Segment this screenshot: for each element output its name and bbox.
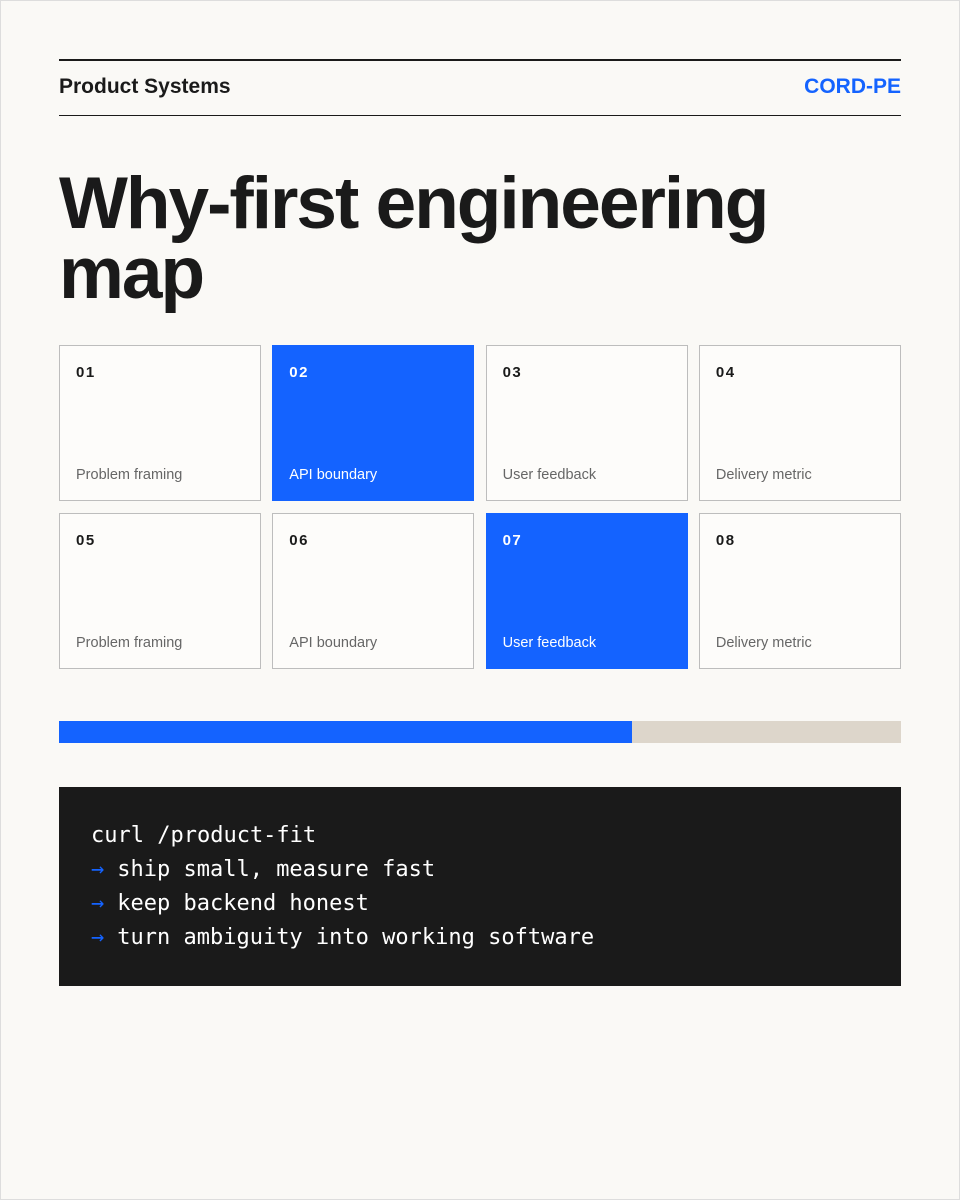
code-block: curl /product-fit → ship small, measure f… <box>59 787 901 986</box>
tile: 01 Problem framing <box>59 345 261 501</box>
progress-bar <box>59 721 901 743</box>
tile-number: 03 <box>502 364 523 381</box>
code-bullet: → <box>91 857 105 882</box>
tile: 04 Delivery metric <box>698 345 901 501</box>
tile: 03 User feedback <box>485 345 688 501</box>
tile: 02 API boundary <box>272 345 475 501</box>
tile-number: 06 <box>289 532 309 549</box>
code-command: curl /product-fit <box>91 823 317 848</box>
tile-number: 08 <box>715 532 736 549</box>
header-rule <box>59 115 901 116</box>
tile-label: Problem framing <box>76 467 183 483</box>
code-text: turn ambiguity into working software <box>117 925 595 950</box>
tile: 05 Problem framing <box>59 513 261 669</box>
progress-fill <box>59 721 632 743</box>
tile: 08 Delivery metric <box>698 513 901 669</box>
tile-number: 02 <box>289 364 309 381</box>
top-rule <box>59 59 901 61</box>
tile-grid: 01 Problem framing 02 API boundary 03 User fe… <box>59 345 901 669</box>
tile-label: Delivery metric <box>715 635 812 651</box>
code-line: → keep backend honest <box>91 887 869 921</box>
brand: Product Systems <box>59 75 231 98</box>
tile-label: User feedback <box>502 635 597 651</box>
code-line: → ship small, measure fast <box>91 853 869 887</box>
tile-label: API boundary <box>289 635 378 651</box>
tile-number: 04 <box>715 364 736 381</box>
tile-number: 01 <box>76 364 96 381</box>
tile-label: Delivery metric <box>715 467 812 483</box>
code-text: ship small, measure fast <box>117 857 436 882</box>
code-text: keep backend honest <box>117 891 369 916</box>
tile: 06 API boundary <box>272 513 475 669</box>
tile: 07 User feedback <box>485 513 688 669</box>
tile-label: API boundary <box>289 467 378 483</box>
code-bullet: → <box>91 891 105 916</box>
code-bullet: → <box>91 925 105 950</box>
code-id: CORD-PE <box>804 75 901 98</box>
title: Why-first engineering map <box>59 163 769 314</box>
tile-label: User feedback <box>502 467 597 483</box>
tile-number: 05 <box>76 532 96 549</box>
tile-label: Problem framing <box>76 635 183 651</box>
tile-number: 07 <box>502 532 523 549</box>
code-line: → turn ambiguity into working software <box>91 921 869 955</box>
